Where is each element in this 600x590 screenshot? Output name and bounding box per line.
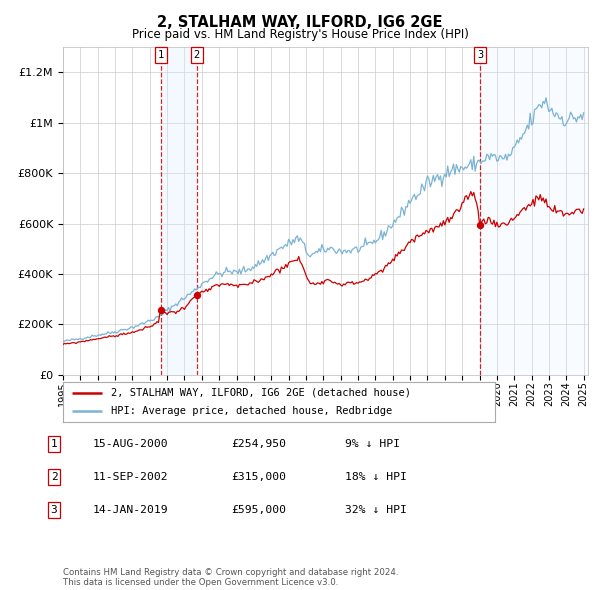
Text: 3: 3 [50,505,58,514]
Bar [161,47,197,375]
Text: 9% ↓ HPI: 9% ↓ HPI [345,439,400,448]
Text: 18% ↓ HPI: 18% ↓ HPI [345,472,407,481]
Text: Contains HM Land Registry data © Crown copyright and database right 2024.
This d: Contains HM Land Registry data © Crown c… [63,568,398,587]
Text: £254,950: £254,950 [231,439,286,448]
Text: Price paid vs. HM Land Registry's House Price Index (HPI): Price paid vs. HM Land Registry's House … [131,28,469,41]
Text: 32% ↓ HPI: 32% ↓ HPI [345,505,407,514]
Text: 2: 2 [194,50,200,60]
Text: 15-AUG-2000: 15-AUG-2000 [93,439,169,448]
Text: HPI: Average price, detached house, Redbridge: HPI: Average price, detached house, Redb… [110,406,392,416]
Text: 2, STALHAM WAY, ILFORD, IG6 2GE (detached house): 2, STALHAM WAY, ILFORD, IG6 2GE (detache… [110,388,410,398]
Text: 1: 1 [157,50,164,60]
Point [156,306,166,315]
Text: £595,000: £595,000 [231,505,286,514]
Text: 2, STALHAM WAY, ILFORD, IG6 2GE: 2, STALHAM WAY, ILFORD, IG6 2GE [157,15,443,30]
Bar [480,47,588,375]
Text: £315,000: £315,000 [231,472,286,481]
Point [475,220,485,230]
Text: 3: 3 [477,50,484,60]
Text: 14-JAN-2019: 14-JAN-2019 [93,505,169,514]
Text: 2: 2 [50,472,58,481]
Text: 11-SEP-2002: 11-SEP-2002 [93,472,169,481]
Text: 1: 1 [50,439,58,448]
Point [192,291,202,300]
